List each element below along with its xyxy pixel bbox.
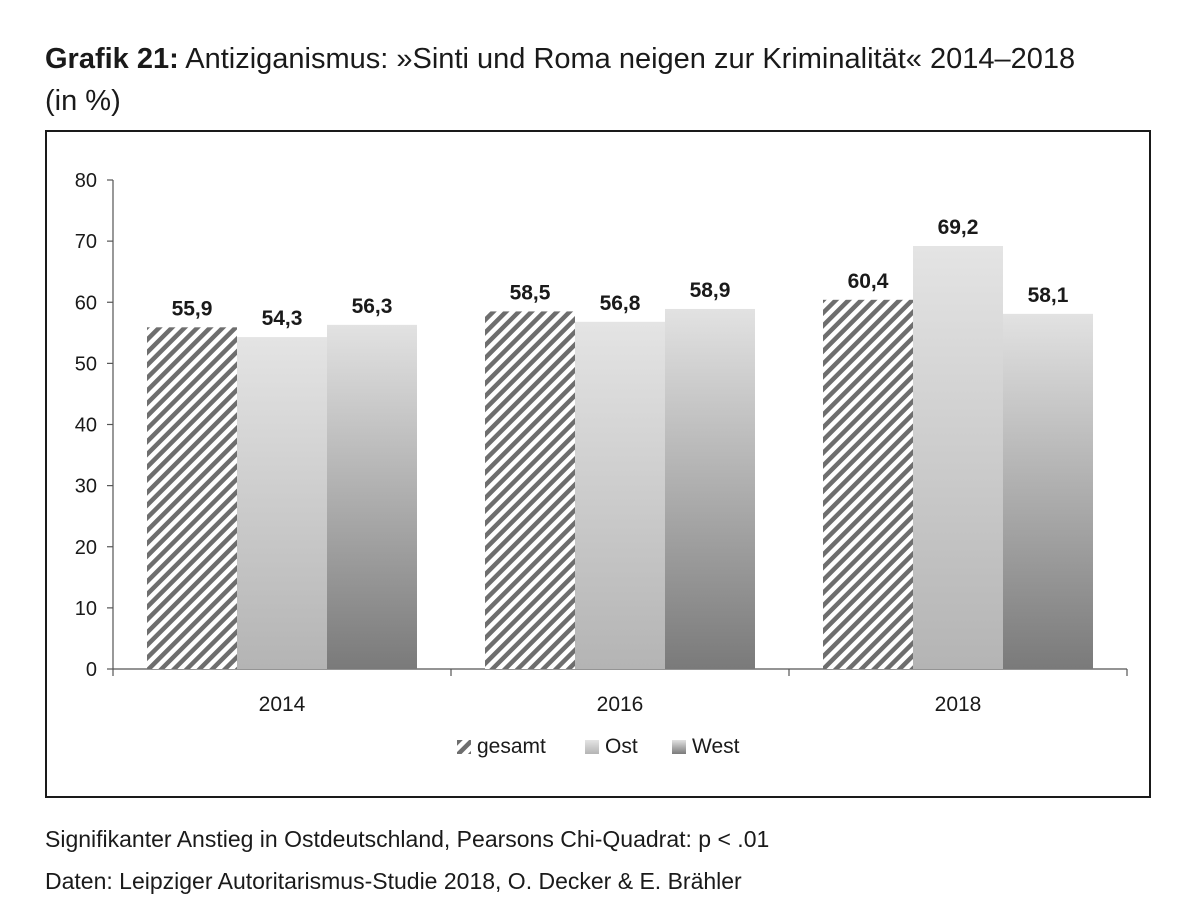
footnotes: Signifikanter Anstieg in Ostdeutschland,…: [45, 818, 769, 902]
legend: gesamt Ost West: [457, 735, 740, 758]
chart-title: Grafik 21: Antiziganismus: »Sinti und Ro…: [45, 38, 1165, 122]
y-tick-label: 10: [75, 598, 97, 620]
y-axis: 0 10 20 30 40 50 60 70 80 2014 2016 2018: [75, 170, 1128, 716]
data-label: 56,8: [600, 292, 641, 315]
footnote-source: Daten: Leipziger Autoritarismus-Studie 2…: [45, 868, 742, 894]
legend-label-ost: Ost: [605, 735, 638, 758]
y-tick-label: 60: [75, 292, 97, 314]
legend-label-gesamt: gesamt: [477, 735, 546, 758]
bar-ost-2018: [913, 246, 1003, 669]
chart-title-text: Antiziganismus: »Sinti und Roma neigen z…: [178, 43, 1076, 75]
footnote-significance: Signifikanter Anstieg in Ostdeutschland,…: [45, 826, 770, 852]
x-tick-label: 2018: [935, 693, 982, 716]
bar-gesamt-2014: [147, 327, 237, 669]
chart-frame: [45, 130, 1151, 798]
data-label: 58,9: [690, 279, 731, 302]
y-tick-label: 70: [75, 231, 97, 253]
y-tick-label: 0: [86, 659, 97, 681]
x-tick-label: 2014: [259, 693, 306, 716]
bar-west-2016: [665, 308, 755, 669]
data-label: 60,4: [848, 270, 889, 293]
bar-west-2018: [1003, 313, 1093, 669]
bar-gesamt-2016: [485, 311, 575, 669]
bar-ost-2016: [575, 321, 665, 669]
data-label: 58,5: [510, 281, 551, 304]
data-label: 56,3: [352, 295, 393, 318]
x-tick-label: 2016: [597, 693, 644, 716]
y-tick-label: 80: [75, 170, 97, 192]
y-tick-label: 50: [75, 353, 97, 375]
legend-swatch-west: [672, 740, 686, 754]
bar-gesamt-2018: [823, 299, 913, 669]
chart-title-unit: (in %): [45, 85, 121, 117]
data-labels: 55,9 54,3 56,3 58,5 56,8 58,9 60,4 69,2 58,1: [172, 216, 1069, 330]
bars: [147, 246, 1093, 669]
data-label: 54,3: [262, 307, 303, 330]
legend-label-west: West: [692, 735, 740, 758]
bar-ost-2014: [237, 337, 327, 669]
chart-title-prefix: Grafik 21:: [45, 43, 179, 75]
y-tick-label: 20: [75, 537, 97, 559]
legend-swatch-ost: [585, 740, 599, 754]
data-label: 58,1: [1028, 284, 1069, 307]
data-label: 69,2: [938, 216, 979, 239]
bar-west-2014: [327, 324, 417, 669]
y-tick-label: 30: [75, 476, 97, 498]
data-label: 55,9: [172, 297, 213, 320]
legend-swatch-gesamt: [457, 740, 471, 754]
y-tick-label: 40: [75, 415, 97, 437]
